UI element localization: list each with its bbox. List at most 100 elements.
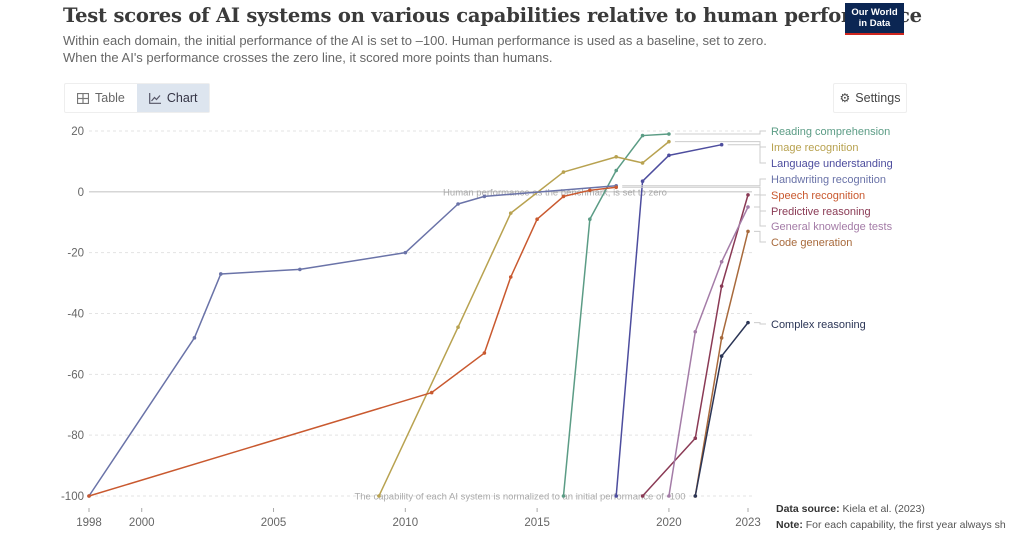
legend-label: Predictive reasoning (771, 206, 871, 218)
data-source: Data source: Kiela et al. (2023) (776, 501, 1006, 517)
data-point (614, 168, 618, 173)
annotations: Human performance as the benchmark, is s… (354, 187, 685, 502)
y-tick-label: 20 (71, 126, 84, 138)
legend-label: Handwriting recognition (771, 174, 886, 186)
source-label: Data source: (776, 503, 840, 515)
data-point (219, 272, 223, 276)
settings-label: Settings (855, 91, 901, 105)
logo-line-2: in Data (858, 18, 891, 29)
tab-chart-label: Chart (166, 91, 198, 105)
y-tick-label: 0 (78, 187, 84, 199)
y-tick-label: -40 (67, 309, 84, 321)
series-line (88, 186, 617, 497)
gear-icon: ⚙ (839, 91, 851, 105)
x-tick-label: 2005 (261, 517, 287, 529)
data-point (377, 494, 381, 498)
data-point (561, 494, 566, 498)
line-chart-icon (148, 92, 161, 104)
source-text[interactable]: Kiela et al. (2023) (842, 503, 925, 515)
legend-connector (754, 194, 766, 212)
data-point (508, 275, 513, 279)
chart-title: Test scores of AI systems on various cap… (63, 4, 922, 27)
data-point (746, 205, 750, 209)
data-point (87, 494, 91, 498)
data-point (719, 336, 724, 340)
owid-logo[interactable]: Our World in Data (845, 3, 904, 35)
data-point (746, 229, 750, 234)
data-point (693, 494, 698, 498)
data-point (719, 284, 724, 288)
x-tick-label: 2023 (735, 517, 761, 529)
note-label: Note: (776, 519, 803, 531)
data-point (561, 170, 566, 174)
data-point (482, 194, 487, 199)
series-line (88, 185, 617, 497)
x-tick-label: 2010 (393, 517, 419, 529)
series-line (694, 322, 749, 497)
data-point (667, 132, 671, 136)
y-axis-ticks: 20 0 -20 -40 -60 -80 -100 (61, 126, 84, 503)
data-point (482, 351, 487, 355)
note: Note: For each capability, the first yea… (776, 517, 1006, 533)
data-point (640, 494, 645, 498)
chart-subtitle: Within each domain, the initial performa… (63, 32, 933, 66)
legend-connector (754, 206, 766, 227)
data-point (719, 142, 724, 147)
data-point (298, 267, 302, 272)
y-tick-label: -100 (61, 491, 84, 503)
subtitle-line-1: Within each domain, the initial performa… (63, 33, 767, 48)
legend-label: Speech recognition (771, 190, 865, 202)
data-point (403, 250, 408, 255)
data-point (588, 188, 592, 193)
data-point (693, 329, 698, 334)
series-line (615, 143, 722, 497)
data-point (535, 217, 539, 222)
series-line (642, 194, 749, 497)
series-line (668, 206, 749, 497)
data-point (667, 153, 671, 158)
annotation-label: Human performance as the benchmark, is s… (443, 187, 667, 198)
annotation-label: The capability of each AI system is norm… (354, 492, 685, 503)
data-point (746, 193, 750, 197)
legend-connector (754, 322, 766, 325)
legend-label: Language understanding (771, 158, 893, 170)
data-point (561, 194, 566, 199)
tab-table[interactable]: Table (65, 84, 137, 112)
table-icon (77, 92, 89, 104)
x-tick-label: 2000 (129, 517, 155, 529)
legend-connector (674, 130, 766, 135)
legend-connector (622, 186, 766, 196)
data-point (614, 155, 618, 159)
tab-table-label: Table (95, 91, 125, 105)
data-point (667, 494, 671, 498)
data-point (456, 202, 460, 206)
x-tick-label: 2020 (656, 517, 682, 529)
data-point (640, 133, 645, 138)
data-point (667, 139, 671, 144)
data-point (456, 325, 460, 329)
data-point (614, 185, 618, 190)
data-point (192, 336, 197, 340)
logo-line-1: Our World (851, 7, 898, 18)
subtitle-line-2: When the AI's performance crosses the ze… (63, 50, 553, 65)
legend-label: Reading comprehension (771, 126, 890, 138)
data-point (719, 354, 724, 358)
data-point (640, 179, 645, 183)
legend-label: General knowledge tests (771, 221, 893, 233)
data-point (746, 320, 750, 325)
view-tabs: Table Chart (64, 83, 211, 113)
y-tick-label: -20 (67, 248, 84, 260)
data-point (693, 436, 698, 441)
x-tick-label: 1998 (76, 517, 102, 529)
tab-chart[interactable]: Chart (136, 84, 210, 112)
legend-label: Complex reasoning (771, 319, 866, 331)
y-tick-label: -80 (67, 430, 84, 442)
settings-button[interactable]: ⚙ Settings (833, 83, 907, 113)
legend-label: Image recognition (771, 142, 858, 154)
legend: Reading comprehension Image recognition La… (622, 126, 893, 331)
data-point (719, 259, 724, 264)
note-text: For each capability, the first year alwa… (805, 519, 1006, 531)
legend-connector (754, 230, 766, 243)
footer: Data source: Kiela et al. (2023) Note: F… (776, 501, 1006, 533)
y-tick-label: -60 (67, 369, 84, 381)
